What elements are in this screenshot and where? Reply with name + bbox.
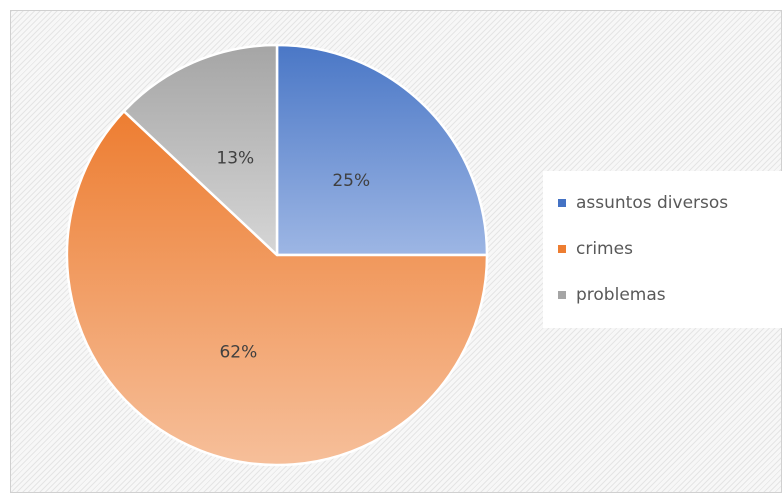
pie-slice-crimes [65, 109, 489, 467]
pie-slice-problemas [122, 43, 279, 257]
data-label-assuntos-diversos: 25% [332, 171, 370, 191]
legend-label-problemas: problemas [576, 285, 666, 305]
pie-slice-assuntos-diversos [275, 43, 489, 257]
legend-label-crimes: crimes [576, 239, 633, 259]
legend-swatch-crimes [558, 245, 566, 253]
legend-item-problemas: problemas [558, 283, 784, 307]
legend-swatch-assuntos-diversos [558, 199, 566, 207]
chart-legend: assuntos diversos crimes problemas [543, 171, 784, 328]
legend-item-assuntos-diversos: assuntos diversos [558, 191, 784, 215]
data-label-problemas: 13% [216, 149, 254, 169]
pie-slices [65, 43, 489, 467]
legend-item-crimes: crimes [558, 237, 784, 261]
legend-swatch-problemas [558, 291, 566, 299]
legend-label-assuntos-diversos: assuntos diversos [576, 193, 729, 213]
data-label-crimes: 62% [219, 343, 257, 363]
pie-data-labels: 25% 62% 13% [216, 149, 370, 363]
